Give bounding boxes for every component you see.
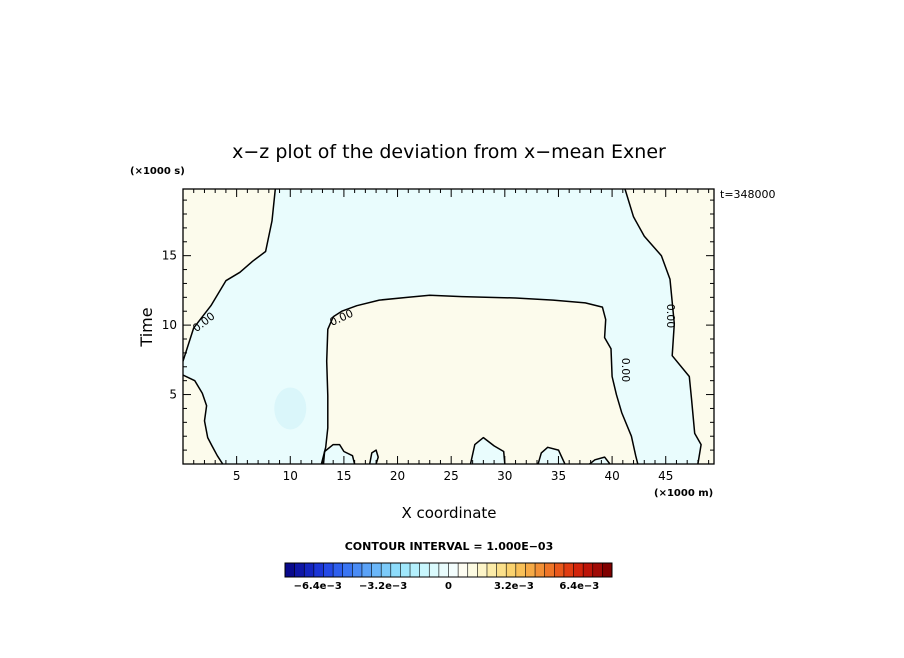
colorbar-swatch: [448, 563, 459, 577]
colorbar-swatch: [458, 563, 469, 577]
time-stamp: t=348000: [720, 188, 776, 201]
colorbar-tick-label: 3.2e−3: [494, 581, 534, 592]
colorbar-swatch: [419, 563, 430, 577]
x-tick-label: 10: [283, 469, 298, 483]
x-tick-label: 25: [444, 469, 459, 483]
colorbar-tick-label: −3.2e−3: [359, 581, 407, 592]
y-axis-label: Time: [137, 307, 156, 347]
colorbar-tick-label: 0: [445, 581, 452, 592]
x-unit-label: (×1000 m): [654, 488, 713, 499]
colorbar: [284, 562, 613, 578]
colorbar-tick-label: −6.4e−3: [294, 581, 342, 592]
colorbar-swatch: [506, 563, 517, 577]
negative-blob: [274, 387, 307, 430]
colorbar-swatch: [477, 563, 488, 577]
axis-tick-labels: 5 10 15 20 25 30 35 40 45 5 10 15: [162, 249, 674, 483]
colorbar-swatch: [361, 563, 372, 577]
bump-15-fill: [323, 444, 355, 464]
chart-title: x−z plot of the deviation from x−mean Ex…: [232, 141, 666, 163]
colorbar-swatch: [525, 563, 536, 577]
colorbar-swatch: [400, 563, 411, 577]
positive-region-dome: [321, 295, 638, 464]
colorbar-swatch: [313, 563, 324, 577]
y-tick-label: 15: [162, 249, 177, 263]
colorbar-swatch: [592, 563, 603, 577]
colorbar-swatch: [285, 563, 295, 577]
colorbar-labels: −6.4e−3 −3.2e−3 0 3.2e−3 6.4e−3: [294, 581, 600, 592]
colorbar-swatch: [429, 563, 440, 577]
colorbar-swatch: [410, 563, 420, 577]
bump-18: [368, 449, 379, 464]
x-tick-label: 20: [390, 469, 405, 483]
colorbar-swatch: [554, 563, 565, 577]
x-tick-label: 35: [551, 469, 566, 483]
colorbar-swatch: [583, 563, 594, 577]
colorbar-swatch: [515, 563, 526, 577]
bump-28: [469, 436, 506, 464]
x-tick-label: 30: [497, 469, 512, 483]
colorbar-swatch: [602, 563, 613, 577]
y-unit-label: (×1000 s): [130, 166, 185, 177]
bump-33: [537, 446, 566, 464]
colorbar-swatch: [467, 563, 478, 577]
x-tick-label: 40: [604, 469, 619, 483]
bump-38: [589, 456, 611, 464]
left-contour: [183, 189, 277, 362]
colorbar-swatch: [371, 563, 382, 577]
plot-frame: [182, 188, 715, 465]
positive-region-left: [183, 189, 276, 464]
colorbar-swatch: [342, 563, 353, 577]
colorbar-tick-label: 6.4e−3: [559, 581, 599, 592]
colorbar-swatch: [333, 563, 344, 577]
bump-38-fill: [589, 457, 610, 464]
colorbar-swatch: [381, 563, 392, 577]
bump-15: [322, 443, 356, 464]
x-tick-label: 45: [658, 469, 673, 483]
colorbar-swatch: [323, 563, 334, 577]
colorbar-swatch: [496, 563, 507, 577]
colorbar-swatch: [486, 563, 497, 577]
contour-interval-label: CONTOUR INTERVAL = 1.000E−03: [345, 540, 554, 553]
y-tick-label: 10: [162, 318, 177, 332]
contour-label-right-inner: 0.00: [619, 358, 632, 383]
y-tick-label: 5: [169, 388, 177, 402]
colorbar-swatch: [294, 563, 305, 577]
dome-contour: [320, 294, 639, 464]
colorbar-swatch: [438, 563, 449, 577]
axis-ticks: [183, 189, 714, 464]
colorbar-frame: [284, 562, 613, 578]
colorbar-swatch: [563, 563, 574, 577]
colorbar-swatch: [544, 563, 555, 577]
x-axis-label: X coordinate: [401, 504, 496, 522]
left-bottom-contour: [183, 374, 224, 464]
x-tick-label: 15: [336, 469, 351, 483]
colorbar-swatch: [352, 563, 363, 577]
colorbar-swatch: [535, 563, 545, 577]
colorbar-swatch: [390, 563, 401, 577]
colorbar-swatch: [573, 563, 584, 577]
x-tick-label: 5: [233, 469, 241, 483]
right-contour: [624, 189, 702, 464]
plot-area: [183, 189, 714, 464]
colorbar-swatch: [304, 563, 315, 577]
bump-28-fill: [470, 437, 505, 464]
contour-label-right-outer: 0.00: [664, 304, 677, 329]
